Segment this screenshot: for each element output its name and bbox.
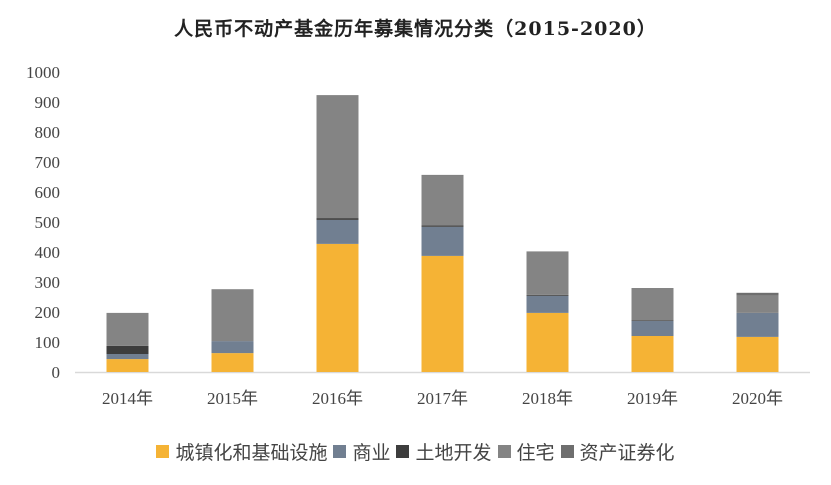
legend-label: 城镇化和基础设施 [175, 442, 328, 464]
bar-segment [211, 289, 254, 342]
x-tick-label: 2015年 [207, 389, 258, 408]
bar-segment [526, 312, 569, 372]
x-tick-label: 2014年 [102, 389, 153, 408]
y-tick-label: 600 [35, 183, 61, 202]
bar-segment [421, 225, 464, 227]
x-tick-label: 2019年 [627, 389, 678, 408]
y-tick-label: 1000 [26, 63, 60, 82]
legend-label: 商业 [352, 442, 391, 464]
x-tick-label: 2016年 [312, 389, 363, 408]
legend-label: 住宅 [516, 442, 555, 464]
chart-title: 人民币不动产基金历年募集情况分类（2015-2020） [174, 18, 657, 40]
x-tick-label: 2017年 [417, 389, 468, 408]
legend-label: 资产证券化 [579, 442, 675, 464]
legend-item: 土地开发 [396, 438, 492, 465]
legend-swatch [560, 445, 574, 458]
bar-segment [106, 359, 149, 372]
bar-segment [211, 341, 254, 354]
legend-swatch [156, 445, 170, 458]
bar-segment [211, 353, 254, 372]
y-tick-label: 100 [35, 333, 61, 352]
bar-segment [631, 321, 674, 336]
bar-segment [421, 255, 464, 372]
bar-segment [316, 218, 359, 220]
bar-segment [316, 219, 359, 244]
bar-segment [526, 294, 569, 296]
bar-segment [736, 295, 779, 313]
x-tick-label: 2020年 [732, 389, 783, 408]
y-tick-label: 800 [35, 123, 61, 142]
y-tick-label: 0 [52, 363, 61, 382]
y-tick-label: 700 [35, 153, 61, 172]
legend-item: 城镇化和基础设施 [156, 438, 327, 465]
legend-item: 商业 [333, 438, 390, 465]
bar-segment [736, 336, 779, 372]
y-tick-label: 400 [35, 243, 61, 262]
legend-swatch [333, 445, 347, 458]
bar-segment [736, 292, 779, 296]
bar-segment [106, 345, 149, 354]
legend-item: 住宅 [497, 438, 555, 465]
bar-segment [526, 295, 569, 313]
bar-segment [106, 312, 149, 346]
bar-segment [316, 243, 359, 372]
bar-segment [316, 95, 359, 219]
bar-segment [421, 174, 464, 176]
y-tick-label: 300 [35, 273, 61, 292]
bar-segment [106, 354, 149, 360]
bar-segment [736, 312, 779, 337]
x-tick-label: 2018年 [522, 389, 573, 408]
y-tick-label: 200 [35, 303, 61, 322]
bar-segment [421, 175, 464, 226]
bar-segment [631, 336, 674, 372]
legend-swatch [497, 445, 511, 458]
y-tick-label: 900 [35, 93, 61, 112]
bar-segment [631, 288, 674, 321]
stacked-bar-chart: 0 100 200 300 400 500 600 700 800 900 1000 2014年 201… [26, 63, 810, 408]
legend: 城镇化和基础设施 商业 土地开发 住宅 资产证券化 [0, 438, 831, 465]
legend-item: 资产证券化 [560, 438, 675, 465]
bar-segment [526, 251, 569, 295]
legend-label: 土地开发 [415, 442, 492, 464]
y-tick-label: 500 [35, 213, 61, 232]
bar-segment [631, 320, 674, 321]
bar-segment [421, 226, 464, 256]
legend-swatch [396, 445, 410, 458]
